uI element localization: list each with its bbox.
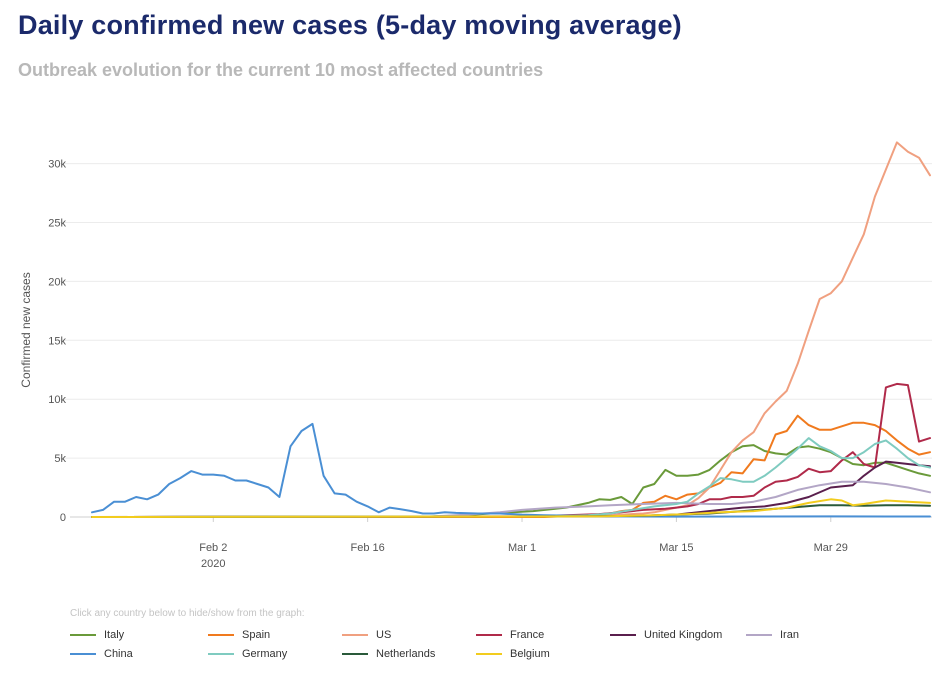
x-tick-label: Mar 29 (814, 542, 848, 554)
series-line-spain (91, 414, 931, 518)
legend-label: China (104, 648, 133, 660)
series-line-germany (91, 437, 931, 518)
legend-hint: Click any country below to hide/show fro… (70, 608, 305, 619)
legend-label: United Kingdom (644, 629, 723, 641)
legend-item-france[interactable]: France (476, 629, 544, 641)
chart-title: Daily confirmed new cases (5-day moving … (18, 10, 682, 40)
legend-label: Germany (242, 648, 288, 660)
legend-swatch (342, 634, 368, 636)
legend-swatch (70, 653, 96, 655)
legend-label: Spain (242, 629, 271, 641)
legend-swatch (208, 653, 234, 655)
y-tick-label-15k: 15k (48, 335, 66, 347)
legend-swatch (746, 634, 772, 636)
x-tick-label: Feb 16 (351, 542, 385, 554)
chart-subtitle: Outbreak evolution for the current 10 mo… (18, 60, 544, 80)
legend-swatch (476, 653, 502, 655)
legend-swatch (70, 634, 96, 636)
series-line-us (91, 141, 931, 518)
series-line-iran (91, 480, 931, 518)
x-tick-label: Feb 2 (199, 542, 227, 554)
legend-item-italy[interactable]: Italy (70, 629, 124, 641)
legend-label: US (376, 629, 392, 641)
axes: 0 5k 10k 15k 20k 25k 30k Feb 2 2020 Feb 16 Mar 1 Ma… (48, 159, 932, 570)
legend-item-belgium[interactable]: Belgium (476, 648, 550, 660)
y-tick-label-25k: 25k (48, 217, 66, 229)
y-tick-label-30k: 30k (48, 159, 66, 171)
legend-item-us[interactable]: US (342, 629, 391, 641)
legend-label: Netherlands (376, 648, 436, 660)
legend-item-netherlands[interactable]: Netherlands (342, 648, 435, 660)
legend-label: Italy (104, 629, 125, 641)
line-chart: 0 5k 10k 15k 20k 25k 30k Feb 2 2020 Feb 16 Mar 1 Ma… (19, 141, 932, 570)
y-tick-label-0: 0 (60, 512, 66, 524)
x-tick-label: Mar 15 (659, 542, 693, 554)
legend-item-united-kingdom[interactable]: United Kingdom (610, 629, 722, 641)
y-axis-label: Confirmed new cases (19, 272, 33, 387)
legend-item-iran[interactable]: Iran (746, 629, 799, 641)
x-tick-sublabel: 2020 (201, 558, 225, 570)
legend-swatch (208, 634, 234, 636)
legend-swatch (342, 653, 368, 655)
y-tick-label-10k: 10k (48, 394, 66, 406)
series-lines (91, 141, 931, 518)
legend-label: Belgium (510, 648, 550, 660)
y-tick-label-20k: 20k (48, 276, 66, 288)
gridlines (60, 163, 932, 459)
legend-item-spain[interactable]: Spain (208, 629, 270, 641)
legend-label: France (510, 629, 545, 641)
legend-label: Iran (780, 629, 799, 641)
series-line-italy (91, 444, 931, 518)
series-line-france (91, 382, 931, 518)
legend-swatch (610, 634, 636, 636)
legend-swatch (476, 634, 502, 636)
series-line-china (91, 422, 931, 518)
x-tick-label: Mar 1 (508, 542, 536, 554)
legend-item-china[interactable]: China (70, 648, 133, 660)
series-line-belgium (91, 498, 931, 518)
y-tick-label-5k: 5k (54, 453, 66, 465)
legend-item-germany[interactable]: Germany (208, 648, 287, 660)
